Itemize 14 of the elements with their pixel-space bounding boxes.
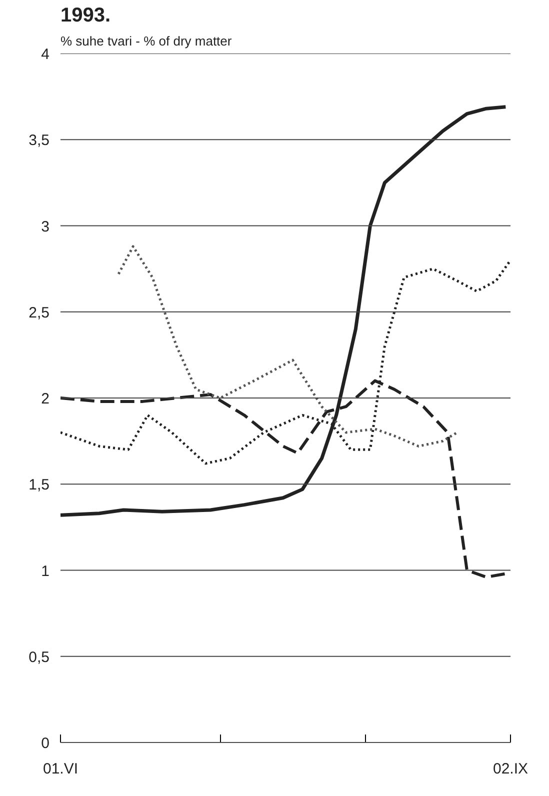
y-tick-label: 0 [41,735,50,752]
y-tick-label: 2 [41,390,50,408]
y-tick-label: 2,5 [28,304,50,322]
y-tick-label: 3,5 [28,132,50,150]
y-axis-title: % suhe tvari - % of dry matter [60,34,232,48]
y-tick-label: 3 [41,218,50,236]
y-tick-label: 4 [41,46,50,63]
y-tick-label: 0,5 [28,648,50,666]
line-series [117,245,459,448]
x-tick-label: 01.VI [42,760,78,778]
chart-title: 1993. [60,4,111,26]
x-tick-label: 02.IX [492,760,528,778]
y-tick-label: 1,5 [28,476,50,494]
y-tick-label: 1 [41,562,50,580]
